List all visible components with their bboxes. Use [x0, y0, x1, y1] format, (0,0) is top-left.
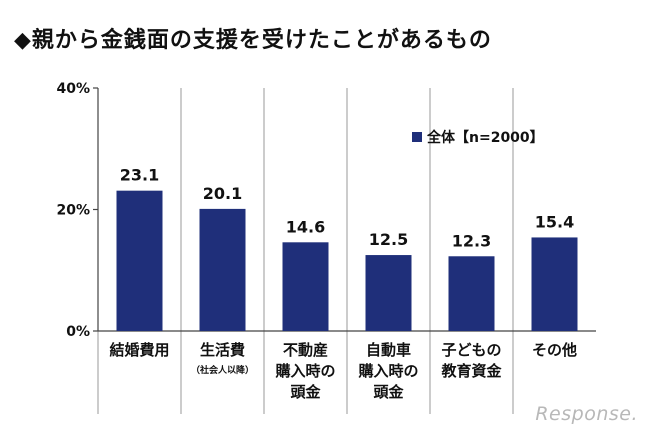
category-label: 結婚費用	[109, 341, 169, 359]
data-label: 15.4	[535, 212, 574, 231]
bar	[116, 190, 163, 331]
category-label: 子どもの	[441, 341, 501, 359]
bar	[531, 237, 578, 331]
y-tick-label: 0%	[66, 324, 90, 340]
response-watermark: Response.	[535, 403, 638, 425]
data-label: 20.1	[203, 184, 242, 203]
y-tick-label: 20%	[56, 203, 90, 219]
data-label: 23.1	[120, 166, 159, 185]
bar	[199, 208, 246, 331]
bar	[282, 242, 329, 331]
bar	[365, 255, 412, 331]
category-label: 購入時の	[274, 362, 335, 380]
data-label: 12.5	[369, 230, 408, 249]
data-label: 12.3	[452, 231, 491, 250]
bar	[448, 256, 495, 331]
category-label: 頭金	[290, 383, 321, 401]
category-sublabel: （社会人以降）	[191, 364, 254, 376]
legend: 全体【n=2000】	[412, 127, 544, 147]
category-label: 頭金	[373, 383, 404, 401]
category-label: 不動産	[283, 341, 328, 359]
chart-title: ◆親から金銭面の支援を受けたことがあるもの	[14, 28, 492, 53]
legend-label: 全体【n=2000】	[427, 130, 544, 146]
y-tick-label: 40%	[56, 81, 90, 97]
legend-swatch	[412, 132, 422, 142]
category-label: 教育資金	[440, 362, 502, 380]
data-label: 14.6	[286, 217, 325, 236]
category-label: その他	[532, 341, 577, 359]
category-label: 購入時の	[357, 362, 418, 380]
category-label: 生活費	[200, 341, 245, 359]
category-label: 自動車	[366, 341, 411, 359]
